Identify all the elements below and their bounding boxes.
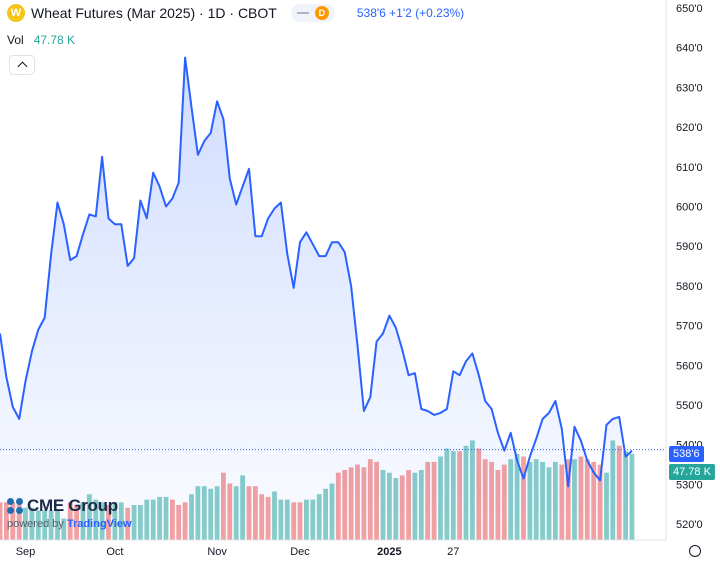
cme-globe-icon [7, 498, 23, 514]
chevron-up-icon [17, 61, 27, 72]
cme-tradingview-logo[interactable]: CME Group powered by TradingView [7, 496, 132, 530]
collapse-legend-button[interactable] [9, 55, 35, 75]
price-change: 538'6 +1'2 (+0.23%) [356, 6, 465, 20]
volume-value: 47.78 K [33, 33, 76, 47]
time-axis[interactable]: Sep Oct Nov Dec 2025 27 [0, 539, 666, 558]
symbol-title[interactable]: Wheat Futures (Mar 2025) · 1D · CBOT [31, 5, 277, 21]
price-tick-label: 650'0 [676, 3, 703, 15]
time-tick-label: Nov [207, 546, 227, 558]
chart-legend-header: W Wheat Futures (Mar 2025) · 1D · CBOT D… [0, 0, 464, 26]
tradingview-text: TradingView [66, 518, 132, 530]
price-tick-label: 570'0 [676, 321, 703, 333]
price-line-series [0, 56, 633, 488]
market-status-pill[interactable]: D [290, 4, 335, 22]
price-tick-label: 600'0 [676, 202, 703, 214]
current-price-tag: 538'6 [669, 446, 704, 462]
price-tick-label: 590'0 [676, 241, 703, 253]
price-tick-label: 640'0 [676, 43, 703, 55]
powered-by-text: powered by [7, 518, 64, 530]
volume-legend: Vol 47.78 K [7, 33, 75, 47]
volume-label[interactable]: Vol [7, 33, 24, 47]
time-tick-label: Dec [290, 546, 310, 558]
price-tick-label: 630'0 [676, 82, 703, 94]
price-tick-label: 560'0 [676, 360, 703, 372]
time-tick-label: Oct [106, 546, 123, 558]
symbol-letter: W [10, 7, 22, 19]
price-tick-label: 520'0 [676, 519, 703, 531]
dash-icon [296, 12, 309, 14]
current-volume-tag: 47.78 K [669, 464, 715, 480]
market-status-badge: D [314, 6, 329, 20]
price-tick-label: 550'0 [676, 400, 703, 412]
settings-icon[interactable] [689, 545, 701, 557]
price-tick-label: 610'0 [676, 162, 703, 174]
wheat-icon: W [7, 4, 25, 22]
time-tick-label: 2025 [377, 546, 401, 558]
price-tick-label: 580'0 [676, 281, 703, 293]
cme-logo: CME Group [7, 496, 132, 516]
powered-by-line: powered by TradingView [7, 518, 132, 530]
time-tick-label: Sep [16, 546, 36, 558]
price-tick-label: 620'0 [676, 122, 703, 134]
time-tick-label: 27 [447, 546, 459, 558]
price-tick-label: 530'0 [676, 479, 703, 491]
price-area-fill [0, 57, 632, 540]
cme-brand: CME Group [27, 496, 118, 515]
